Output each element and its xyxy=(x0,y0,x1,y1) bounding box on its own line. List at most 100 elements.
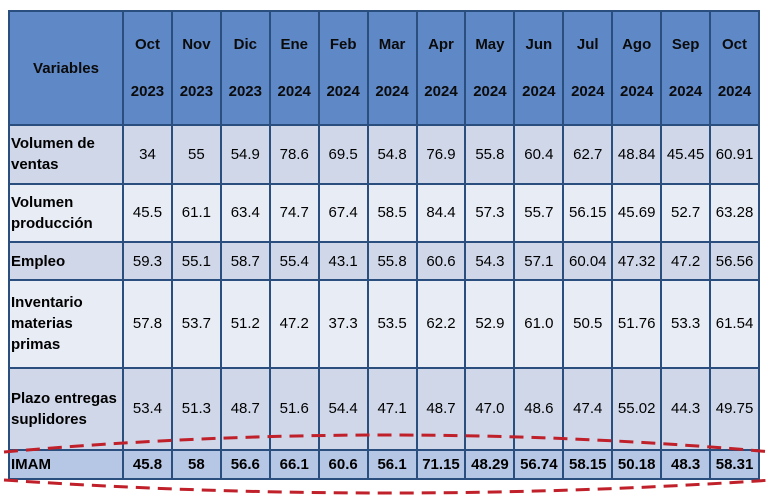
cell: 63.4 xyxy=(221,184,269,242)
row-label: IMAM xyxy=(10,450,122,478)
cell: 56.1 xyxy=(368,450,416,478)
cell: 57.8 xyxy=(124,280,171,367)
cell: 48.6 xyxy=(515,368,563,449)
cell: 45.45 xyxy=(662,126,710,183)
cell: 69.5 xyxy=(319,126,367,183)
cell: 47.2 xyxy=(662,243,710,279)
variables-header: Variables xyxy=(10,12,122,124)
cell: 54.8 xyxy=(368,126,416,183)
column-header: Ago 2024 xyxy=(613,12,661,124)
cell: 49.75 xyxy=(711,368,758,449)
cell: 76.9 xyxy=(417,126,465,183)
highlight-ellipse-bottom xyxy=(3,478,773,495)
column-header: Oct 2023 xyxy=(124,12,171,124)
cell: 61.0 xyxy=(515,280,563,367)
cell: 55.4 xyxy=(270,243,318,279)
cell: 51.76 xyxy=(613,280,661,367)
column-header: May 2024 xyxy=(466,12,514,124)
cell: 60.6 xyxy=(319,450,367,478)
column-header: Mar 2024 xyxy=(368,12,416,124)
column-header: Dic 2023 xyxy=(221,12,269,124)
cell: 53.5 xyxy=(368,280,416,367)
cell: 34 xyxy=(124,126,171,183)
column-header: Nov 2023 xyxy=(172,12,220,124)
cell: 57.3 xyxy=(466,184,514,242)
column-header: Apr 2024 xyxy=(417,12,465,124)
cell: 45.8 xyxy=(124,450,171,478)
cell: 44.3 xyxy=(662,368,710,449)
cell: 47.0 xyxy=(466,368,514,449)
cell: 58 xyxy=(172,450,220,478)
cell: 43.1 xyxy=(319,243,367,279)
cell: 55.8 xyxy=(466,126,514,183)
cell: 59.3 xyxy=(124,243,171,279)
cell: 45.5 xyxy=(124,184,171,242)
cell: 56.6 xyxy=(221,450,269,478)
cell: 56.56 xyxy=(711,243,758,279)
column-header: Jun 2024 xyxy=(515,12,563,124)
cell: 58.15 xyxy=(564,450,612,478)
cell: 47.4 xyxy=(564,368,612,449)
cell: 58.7 xyxy=(221,243,269,279)
table-row: Empleo 59.3 55.1 58.7 55.4 43.1 55.8 60.… xyxy=(10,243,758,279)
cell: 62.7 xyxy=(564,126,612,183)
cell: 55.02 xyxy=(613,368,661,449)
table-row: Volumen de ventas 34 55 54.9 78.6 69.5 5… xyxy=(10,126,758,183)
imam-row: IMAM 45.8 58 56.6 66.1 60.6 56.1 71.15 4… xyxy=(10,450,758,478)
cell: 37.3 xyxy=(319,280,367,367)
cell: 66.1 xyxy=(270,450,318,478)
cell: 50.18 xyxy=(613,450,661,478)
column-header: Feb 2024 xyxy=(319,12,367,124)
cell: 58.31 xyxy=(711,450,758,478)
cell: 55 xyxy=(172,126,220,183)
cell: 74.7 xyxy=(270,184,318,242)
column-header: Oct 2024 xyxy=(711,12,758,124)
cell: 67.4 xyxy=(319,184,367,242)
cell: 50.5 xyxy=(564,280,612,367)
cell: 55.1 xyxy=(172,243,220,279)
cell: 55.8 xyxy=(368,243,416,279)
table-row: Volumen producción 45.5 61.1 63.4 74.7 6… xyxy=(10,184,758,242)
cell: 48.3 xyxy=(662,450,710,478)
cell: 48.7 xyxy=(417,368,465,449)
cell: 62.2 xyxy=(417,280,465,367)
row-label: Inventario materias primas xyxy=(10,280,122,367)
column-header: Ene 2024 xyxy=(270,12,318,124)
cell: 54.4 xyxy=(319,368,367,449)
cell: 53.7 xyxy=(172,280,220,367)
cell: 61.54 xyxy=(711,280,758,367)
cell: 84.4 xyxy=(417,184,465,242)
row-label: Volumen de ventas xyxy=(10,126,122,183)
cell: 51.6 xyxy=(270,368,318,449)
cell: 63.28 xyxy=(711,184,758,242)
cell: 47.32 xyxy=(613,243,661,279)
cell: 54.9 xyxy=(221,126,269,183)
cell: 71.15 xyxy=(417,450,465,478)
cell: 54.3 xyxy=(466,243,514,279)
table-row: Inventario materias primas 57.8 53.7 51.… xyxy=(10,280,758,367)
table-row: Plazo entregas suplidores 53.4 51.3 48.7… xyxy=(10,368,758,449)
cell: 48.29 xyxy=(466,450,514,478)
cell: 53.4 xyxy=(124,368,171,449)
cell: 52.9 xyxy=(466,280,514,367)
cell: 52.7 xyxy=(662,184,710,242)
cell: 57.1 xyxy=(515,243,563,279)
row-label: Volumen producción xyxy=(10,184,122,242)
cell: 60.04 xyxy=(564,243,612,279)
cell: 61.1 xyxy=(172,184,220,242)
cell: 60.6 xyxy=(417,243,465,279)
cell: 60.91 xyxy=(711,126,758,183)
cell: 45.69 xyxy=(613,184,661,242)
column-header: Jul 2024 xyxy=(564,12,612,124)
cell: 56.74 xyxy=(515,450,563,478)
cell: 60.4 xyxy=(515,126,563,183)
cell: 56.15 xyxy=(564,184,612,242)
imam-table: Variables Oct 2023 Nov 2023 Dic 2023 Ene 202… xyxy=(8,10,760,480)
cell: 58.5 xyxy=(368,184,416,242)
cell: 53.3 xyxy=(662,280,710,367)
cell: 47.2 xyxy=(270,280,318,367)
cell: 51.3 xyxy=(172,368,220,449)
cell: 47.1 xyxy=(368,368,416,449)
column-header: Sep 2024 xyxy=(662,12,710,124)
cell: 48.84 xyxy=(613,126,661,183)
